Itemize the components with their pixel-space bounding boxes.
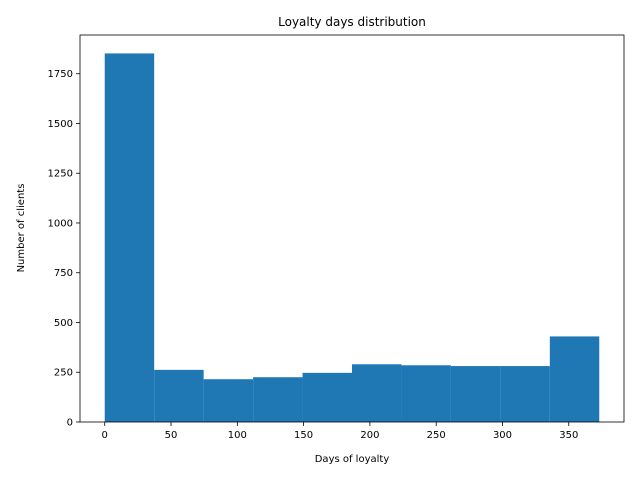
x-axis-ticks: 0 50 100 150 200 250 300 350 [102, 422, 578, 441]
y-tick-label: 0 [67, 418, 73, 429]
histogram-bar-2 [203, 379, 254, 422]
y-tick-label: 1500 [48, 119, 73, 130]
histogram-bar-7 [450, 366, 501, 422]
x-tick-label: 250 [427, 430, 446, 441]
y-axis-ticks: 0 250 500 750 1000 1250 1500 1750 [48, 69, 80, 429]
y-tick-label: 1750 [48, 69, 73, 80]
histogram-bar-8 [500, 366, 550, 422]
y-tick-label: 500 [54, 318, 73, 329]
histogram-bar-1 [154, 369, 204, 422]
histogram-bar-0 [104, 53, 155, 423]
x-tick-label: 300 [493, 430, 512, 441]
y-tick-label: 250 [54, 368, 73, 379]
histogram-bar-9 [549, 336, 600, 422]
bars-group [104, 53, 600, 423]
x-tick-label: 100 [228, 430, 247, 441]
chart-title: Loyalty days distribution [278, 15, 426, 29]
x-tick-label: 150 [294, 430, 313, 441]
y-tick-label: 1000 [48, 218, 73, 229]
histogram-bar-5 [352, 364, 402, 422]
x-tick-label: 50 [165, 430, 178, 441]
x-tick-label: 0 [102, 430, 108, 441]
y-tick-label: 750 [54, 268, 73, 279]
x-tick-label: 200 [360, 430, 379, 441]
x-tick-label: 350 [559, 430, 578, 441]
histogram-bar-6 [401, 365, 451, 422]
histogram-bar-3 [253, 377, 303, 422]
y-axis-label: Number of clients [16, 184, 27, 273]
plot-frame [79, 34, 625, 423]
histogram-bar-4 [302, 372, 352, 422]
x-axis-label: Days of loyalty [315, 454, 390, 465]
y-tick-label: 1250 [48, 169, 73, 180]
